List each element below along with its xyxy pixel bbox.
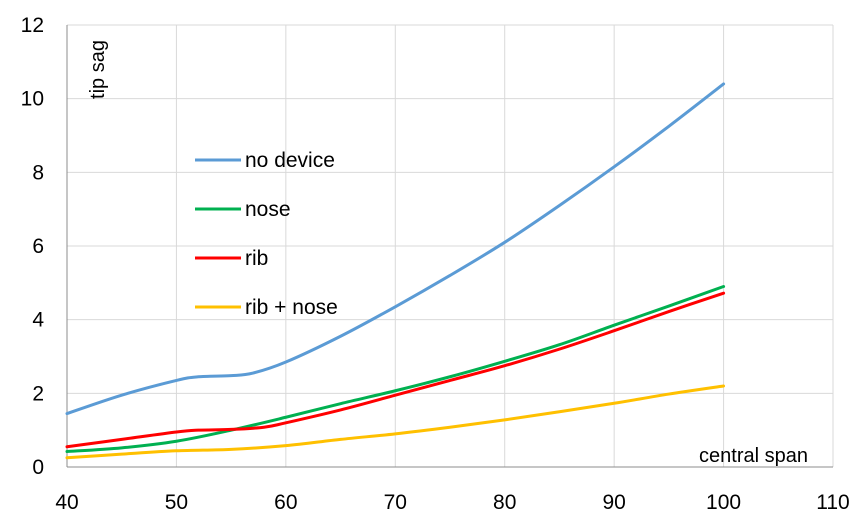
y-tick-label: 6 [32,235,44,258]
legend-label-rib: rib [245,247,268,270]
legend: no device nose rib rib + nose [195,149,338,319]
y-tick-label: 0 [32,456,44,479]
y-tick-labels: 0 2 4 6 8 10 12 [21,14,45,479]
series-lines [65,82,726,460]
y-tick-label: 10 [21,88,44,111]
x-tick-label: 110 [816,491,849,514]
legend-label-no-device: no device [245,149,335,172]
x-axis-title: central span [699,445,808,467]
y-tick-label: 4 [32,309,44,332]
x-tick-label: 40 [55,491,78,514]
series-line-nose [65,285,726,454]
x-tick-label: 80 [493,491,516,514]
legend-label-rib-nose: rib + nose [245,296,338,319]
series-line-no-device [65,82,726,416]
legend-label-nose: nose [245,198,291,221]
series-line-rib-nose [65,384,726,460]
x-tick-label: 90 [602,491,625,514]
y-tick-label: 12 [21,14,44,37]
x-tick-label: 70 [384,491,407,514]
y-tick-label: 2 [32,382,44,405]
series-line-rib [65,291,726,449]
x-tick-labels: 40 50 60 70 80 90 100 110 [55,491,849,514]
y-tick-label: 8 [32,161,44,184]
y-axis-title: tip sag [87,40,109,99]
x-tick-label: 50 [165,491,188,514]
x-tick-label: 60 [274,491,297,514]
axes [66,25,833,468]
x-tick-label: 100 [706,491,741,514]
